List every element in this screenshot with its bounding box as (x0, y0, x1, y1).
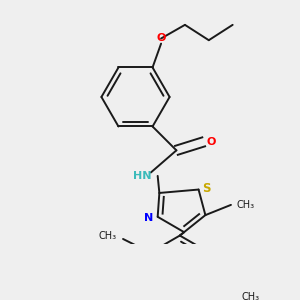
Text: O: O (207, 137, 216, 147)
Text: S: S (202, 182, 211, 195)
Text: CH₃: CH₃ (236, 200, 254, 210)
Text: N: N (144, 213, 153, 223)
Text: CH₃: CH₃ (99, 231, 117, 241)
Text: O: O (156, 34, 166, 44)
Text: HN: HN (133, 171, 152, 181)
Text: CH₃: CH₃ (242, 292, 260, 300)
